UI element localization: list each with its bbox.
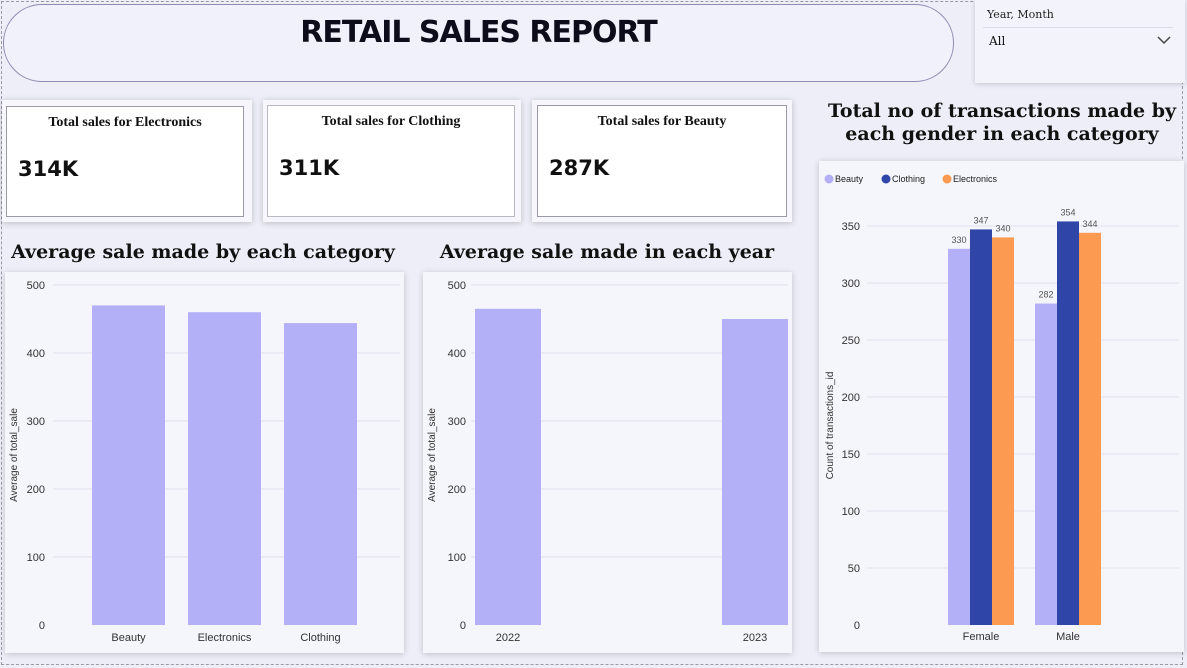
- bar: [188, 312, 261, 625]
- bar: [92, 305, 165, 625]
- category-bar-chart: 0 100 200 300 400 500 Average of total_sale Bea…: [9, 280, 400, 644]
- y-tick-label: 300: [842, 278, 860, 290]
- y-tick-label: 150: [842, 449, 860, 461]
- bar: [722, 319, 788, 625]
- legend-marker: [942, 174, 952, 184]
- x-tick-label: Female: [963, 631, 1000, 643]
- y-tick-label: 500: [448, 280, 466, 292]
- slicer-selected-value[interactable]: All: [989, 34, 1006, 48]
- data-label: 282: [1038, 290, 1053, 300]
- y-tick-label: 0: [460, 620, 466, 632]
- bar: [948, 248, 970, 626]
- report-title: RETAIL SALES REPORT: [300, 15, 657, 50]
- legend-marker: [824, 174, 834, 184]
- gender-chart-panel: 0 50 100 150 200 250 300 350 Count of transactio…: [819, 161, 1184, 652]
- data-label: 344: [1082, 219, 1097, 229]
- slicer-divider: [983, 27, 1173, 28]
- bar: [475, 308, 541, 625]
- bar: [992, 237, 1014, 625]
- y-tick-label: 100: [448, 552, 466, 564]
- kpi-title: Total sales for Clothing: [321, 114, 461, 129]
- bar: [1035, 303, 1057, 625]
- x-tick-label: Electronics: [198, 632, 252, 644]
- chevron-down-icon[interactable]: [1157, 34, 1171, 46]
- y-tick-label: 50: [848, 563, 860, 575]
- data-label: 340: [995, 223, 1010, 233]
- bar: [1079, 232, 1101, 625]
- y-tick-label: 400: [448, 348, 466, 360]
- data-label: 347: [973, 215, 988, 225]
- year-chart-title: Average sale made in each year: [439, 241, 775, 263]
- data-label: 354: [1060, 207, 1075, 217]
- bar: [284, 323, 357, 625]
- kpi-card-electronics[interactable]: Total sales for Electronics 314K: [6, 106, 244, 217]
- y-tick-label: 300: [448, 416, 466, 428]
- y-tick-label: 200: [448, 484, 466, 496]
- x-tick-label: Clothing: [300, 632, 340, 644]
- year-chart-panel: 0 100 200 300 400 500 Average of total_sale 202…: [423, 272, 792, 653]
- kpi-title: Total sales for Beauty: [597, 114, 727, 129]
- y-tick-label: 200: [27, 484, 45, 496]
- y-axis-label: Count of transactions_id: [825, 372, 836, 480]
- kpi-card-clothing[interactable]: Total sales for Clothing 311K: [267, 105, 515, 217]
- year-bar-chart: 0 100 200 300 400 500 Average of total_sale 202…: [427, 280, 788, 644]
- bar: [1057, 221, 1079, 625]
- gender-chart-title: Total no of transactions made by each ge…: [827, 100, 1177, 145]
- y-tick-label: 100: [842, 506, 860, 518]
- y-tick-label: 0: [854, 620, 860, 632]
- y-axis-label: Average of total_sale: [9, 408, 20, 502]
- kpi-value: 287K: [549, 156, 610, 180]
- legend-label: Beauty: [835, 174, 864, 184]
- legend-marker: [881, 174, 891, 184]
- y-tick-label: 200: [842, 392, 860, 404]
- category-chart-title: Average sale made by each category: [11, 241, 395, 263]
- legend-label: Clothing: [892, 174, 925, 184]
- y-tick-label: 300: [27, 416, 45, 428]
- y-tick-label: 100: [27, 552, 45, 564]
- report-title-banner: RETAIL SALES REPORT: [3, 4, 954, 82]
- y-tick-label: 0: [39, 620, 45, 632]
- data-label: 330: [951, 235, 966, 245]
- slicer-label: Year, Month: [987, 8, 1054, 21]
- y-tick-label: 400: [27, 348, 45, 360]
- x-tick-label: Beauty: [111, 632, 146, 644]
- y-tick-label: 250: [842, 335, 860, 347]
- x-tick-label: Male: [1056, 631, 1080, 643]
- x-tick-label: 2022: [496, 632, 520, 644]
- kpi-card-beauty[interactable]: Total sales for Beauty 287K: [537, 105, 787, 217]
- kpi-value: 311K: [279, 156, 340, 180]
- kpi-title: Total sales for Electronics: [48, 115, 202, 130]
- y-axis-label: Average of total_sale: [427, 408, 438, 502]
- legend-label: Electronics: [953, 174, 998, 184]
- category-chart-panel: 0 100 200 300 400 500 Average of total_sale Bea…: [5, 272, 404, 653]
- gender-grouped-bar-chart: 0 50 100 150 200 250 300 350 Count of transactio…: [824, 174, 1179, 643]
- y-tick-label: 500: [27, 280, 45, 292]
- year-month-slicer[interactable]: Year, Month All: [975, 0, 1185, 83]
- bar: [970, 229, 992, 626]
- y-tick-label: 350: [842, 221, 860, 233]
- kpi-value: 314K: [18, 157, 79, 181]
- x-tick-label: 2023: [743, 632, 767, 644]
